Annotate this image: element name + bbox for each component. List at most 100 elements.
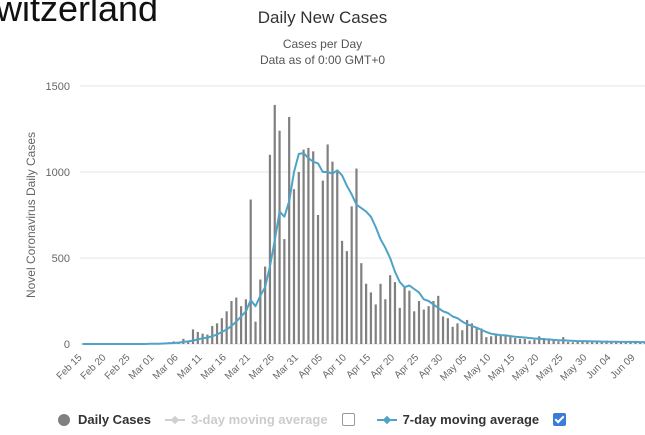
x-tick-label: Apr 05 — [296, 352, 325, 381]
series-line-7day-average — [82, 152, 645, 345]
bar — [206, 334, 209, 344]
bar — [504, 334, 507, 344]
bar — [196, 331, 199, 344]
x-tick-label: Feb 25 — [103, 352, 133, 382]
bar — [384, 299, 387, 344]
chart-data-date: Data as of 0:00 GMT+0 — [259, 53, 386, 67]
bar — [518, 338, 522, 344]
bar — [639, 342, 642, 344]
bar — [542, 337, 546, 344]
bar — [321, 180, 324, 344]
chart-legend: Daily Cases 3-day moving average 7-day m… — [58, 412, 588, 427]
legend-item-daily-cases[interactable]: Daily Cases — [58, 412, 151, 427]
bar — [249, 199, 252, 344]
bar — [355, 168, 358, 344]
bar — [307, 147, 310, 344]
bar — [538, 336, 541, 344]
checkbox-7day-average[interactable] — [553, 413, 567, 426]
legend-dot-icon — [58, 413, 70, 426]
bar — [427, 306, 430, 344]
bar — [268, 154, 272, 344]
bar — [499, 334, 502, 344]
bar — [441, 316, 445, 344]
x-tick-label: Mar 16 — [199, 352, 229, 382]
bar — [566, 341, 570, 344]
x-tick-label: May 30 — [558, 352, 589, 383]
bar — [297, 172, 300, 344]
legend-item-3day-average[interactable]: 3-day moving average — [165, 412, 328, 427]
bar — [273, 104, 276, 344]
legend-label: 7-day moving average — [402, 412, 540, 427]
bar — [403, 287, 406, 344]
bar — [485, 337, 488, 344]
bar — [465, 319, 469, 344]
bar — [393, 282, 397, 344]
bar — [422, 309, 425, 344]
legend-label: 3-day moving average — [191, 412, 328, 427]
bar — [239, 306, 243, 344]
bar — [494, 333, 498, 344]
legend-item-3day-checkbox[interactable] — [341, 413, 363, 426]
bar — [408, 290, 411, 344]
x-tick-label: Mar 01 — [127, 352, 157, 382]
y-tick-label: 0 — [64, 339, 70, 351]
bar — [379, 283, 382, 344]
bar — [461, 330, 464, 344]
bar — [624, 341, 627, 344]
legend-item-7day-checkbox[interactable] — [553, 413, 574, 426]
bar — [595, 341, 599, 344]
bar — [629, 342, 632, 344]
bar — [360, 263, 363, 344]
bar — [254, 321, 257, 344]
x-tick-label: Feb 20 — [79, 352, 109, 382]
x-tick-label: Mar 31 — [271, 352, 301, 382]
x-tick-label: Mar 21 — [223, 352, 253, 382]
bar — [446, 318, 449, 344]
bar — [230, 301, 233, 344]
bar — [610, 342, 613, 344]
x-tick-label: Feb 15 — [55, 352, 85, 382]
bar — [533, 339, 536, 344]
x-tick-label: Mar 06 — [151, 352, 181, 382]
bar — [374, 304, 377, 344]
bar — [619, 342, 623, 344]
y-tick-label: 1500 — [46, 81, 70, 93]
bar — [509, 337, 512, 344]
bar — [316, 215, 320, 344]
bar — [523, 338, 526, 344]
bar — [398, 307, 401, 344]
page-title: witzerland — [0, 0, 159, 29]
x-tick-label: Jun 09 — [608, 352, 637, 381]
bar — [557, 341, 560, 344]
bar — [350, 206, 353, 344]
x-tick-label: Apr 15 — [344, 352, 373, 381]
bar — [389, 275, 392, 344]
checkbox-3day-average[interactable] — [341, 413, 355, 426]
bar — [283, 239, 286, 344]
legend-label: Daily Cases — [78, 412, 151, 427]
line-diamond-icon — [376, 415, 397, 425]
bar — [514, 337, 517, 344]
x-tick-label: Mar 26 — [247, 352, 277, 382]
chart-title: Daily New Cases — [257, 8, 388, 27]
bar — [470, 323, 473, 344]
y-tick-label: 1000 — [46, 167, 70, 179]
bar — [437, 295, 440, 344]
bar — [211, 325, 214, 344]
bar — [528, 340, 531, 344]
bar — [326, 144, 329, 344]
bar — [369, 292, 373, 344]
bar — [591, 342, 594, 344]
bar — [600, 341, 603, 344]
bar — [432, 301, 435, 344]
bar — [581, 340, 584, 344]
chart-plot: 0 500 1000 1500 Novel Coronavirus Daily Case… — [24, 81, 645, 383]
legend-item-7day-average[interactable]: 7-day moving average — [376, 412, 540, 427]
x-tick-label: Apr 25 — [393, 352, 422, 381]
bar — [480, 328, 483, 344]
bar — [451, 326, 454, 344]
bar — [365, 283, 368, 344]
bar — [490, 336, 493, 344]
bar — [225, 311, 228, 344]
bar — [571, 342, 574, 344]
